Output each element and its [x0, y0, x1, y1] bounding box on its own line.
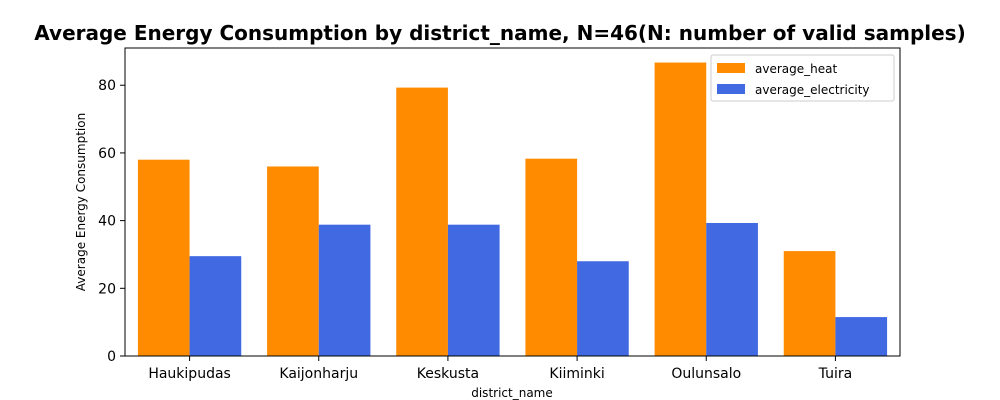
bar-average_heat-kiiminki: [525, 158, 578, 356]
plot-frame: [124, 47, 901, 357]
bar-average_electricity-kaijonharju: [318, 224, 371, 356]
bar-average_heat-haukipudas: [137, 159, 190, 356]
legend-swatch-average_heat: [717, 63, 745, 73]
x-axis-label: district_name: [471, 386, 553, 400]
legend-swatch-average_electricity: [717, 84, 745, 94]
bar-average_electricity-tuira: [835, 317, 888, 356]
y-axis: 0 20 40 60 80: [98, 78, 125, 365]
bar-average_heat-tuira: [783, 251, 836, 356]
bar-average_electricity-keskusta: [447, 224, 500, 356]
bar-average_electricity-kiiminki: [577, 261, 629, 356]
legend-label-average_electricity: average_electricity: [755, 83, 870, 97]
y-tick-label: 80: [98, 78, 116, 94]
bar-average_heat-keskusta: [396, 87, 448, 356]
x-tick-label: Kaijonharju: [279, 366, 358, 382]
y-axis-label: Average Energy Consumption: [74, 113, 88, 291]
legend: average_heat average_electricity: [710, 54, 895, 102]
x-tick-label: Haukipudas: [148, 366, 231, 382]
y-tick-label: 60: [98, 146, 116, 162]
x-tick-label: Oulunsalo: [671, 366, 741, 382]
bar-average_electricity-oulunsalo: [706, 222, 758, 356]
bar-average_heat-oulunsalo: [654, 62, 707, 357]
bars-group: [137, 62, 888, 357]
y-tick-label: 40: [98, 214, 116, 230]
legend-label-average_heat: average_heat: [755, 62, 837, 76]
legend-box: [710, 54, 895, 102]
x-tick-label: Kiiminki: [549, 366, 604, 382]
y-tick-label: 0: [107, 349, 116, 365]
bar-average_heat-kaijonharju: [267, 166, 319, 356]
y-tick-label: 20: [98, 281, 116, 297]
chart-title: Average Energy Consumption by district_n…: [34, 21, 965, 45]
x-tick-label: Keskusta: [417, 366, 479, 382]
x-axis: Haukipudas Kaijonharju Keskusta Kiiminki Oul…: [148, 356, 852, 382]
x-tick-label: Tuira: [818, 366, 853, 382]
bar-average_electricity-haukipudas: [189, 256, 242, 356]
